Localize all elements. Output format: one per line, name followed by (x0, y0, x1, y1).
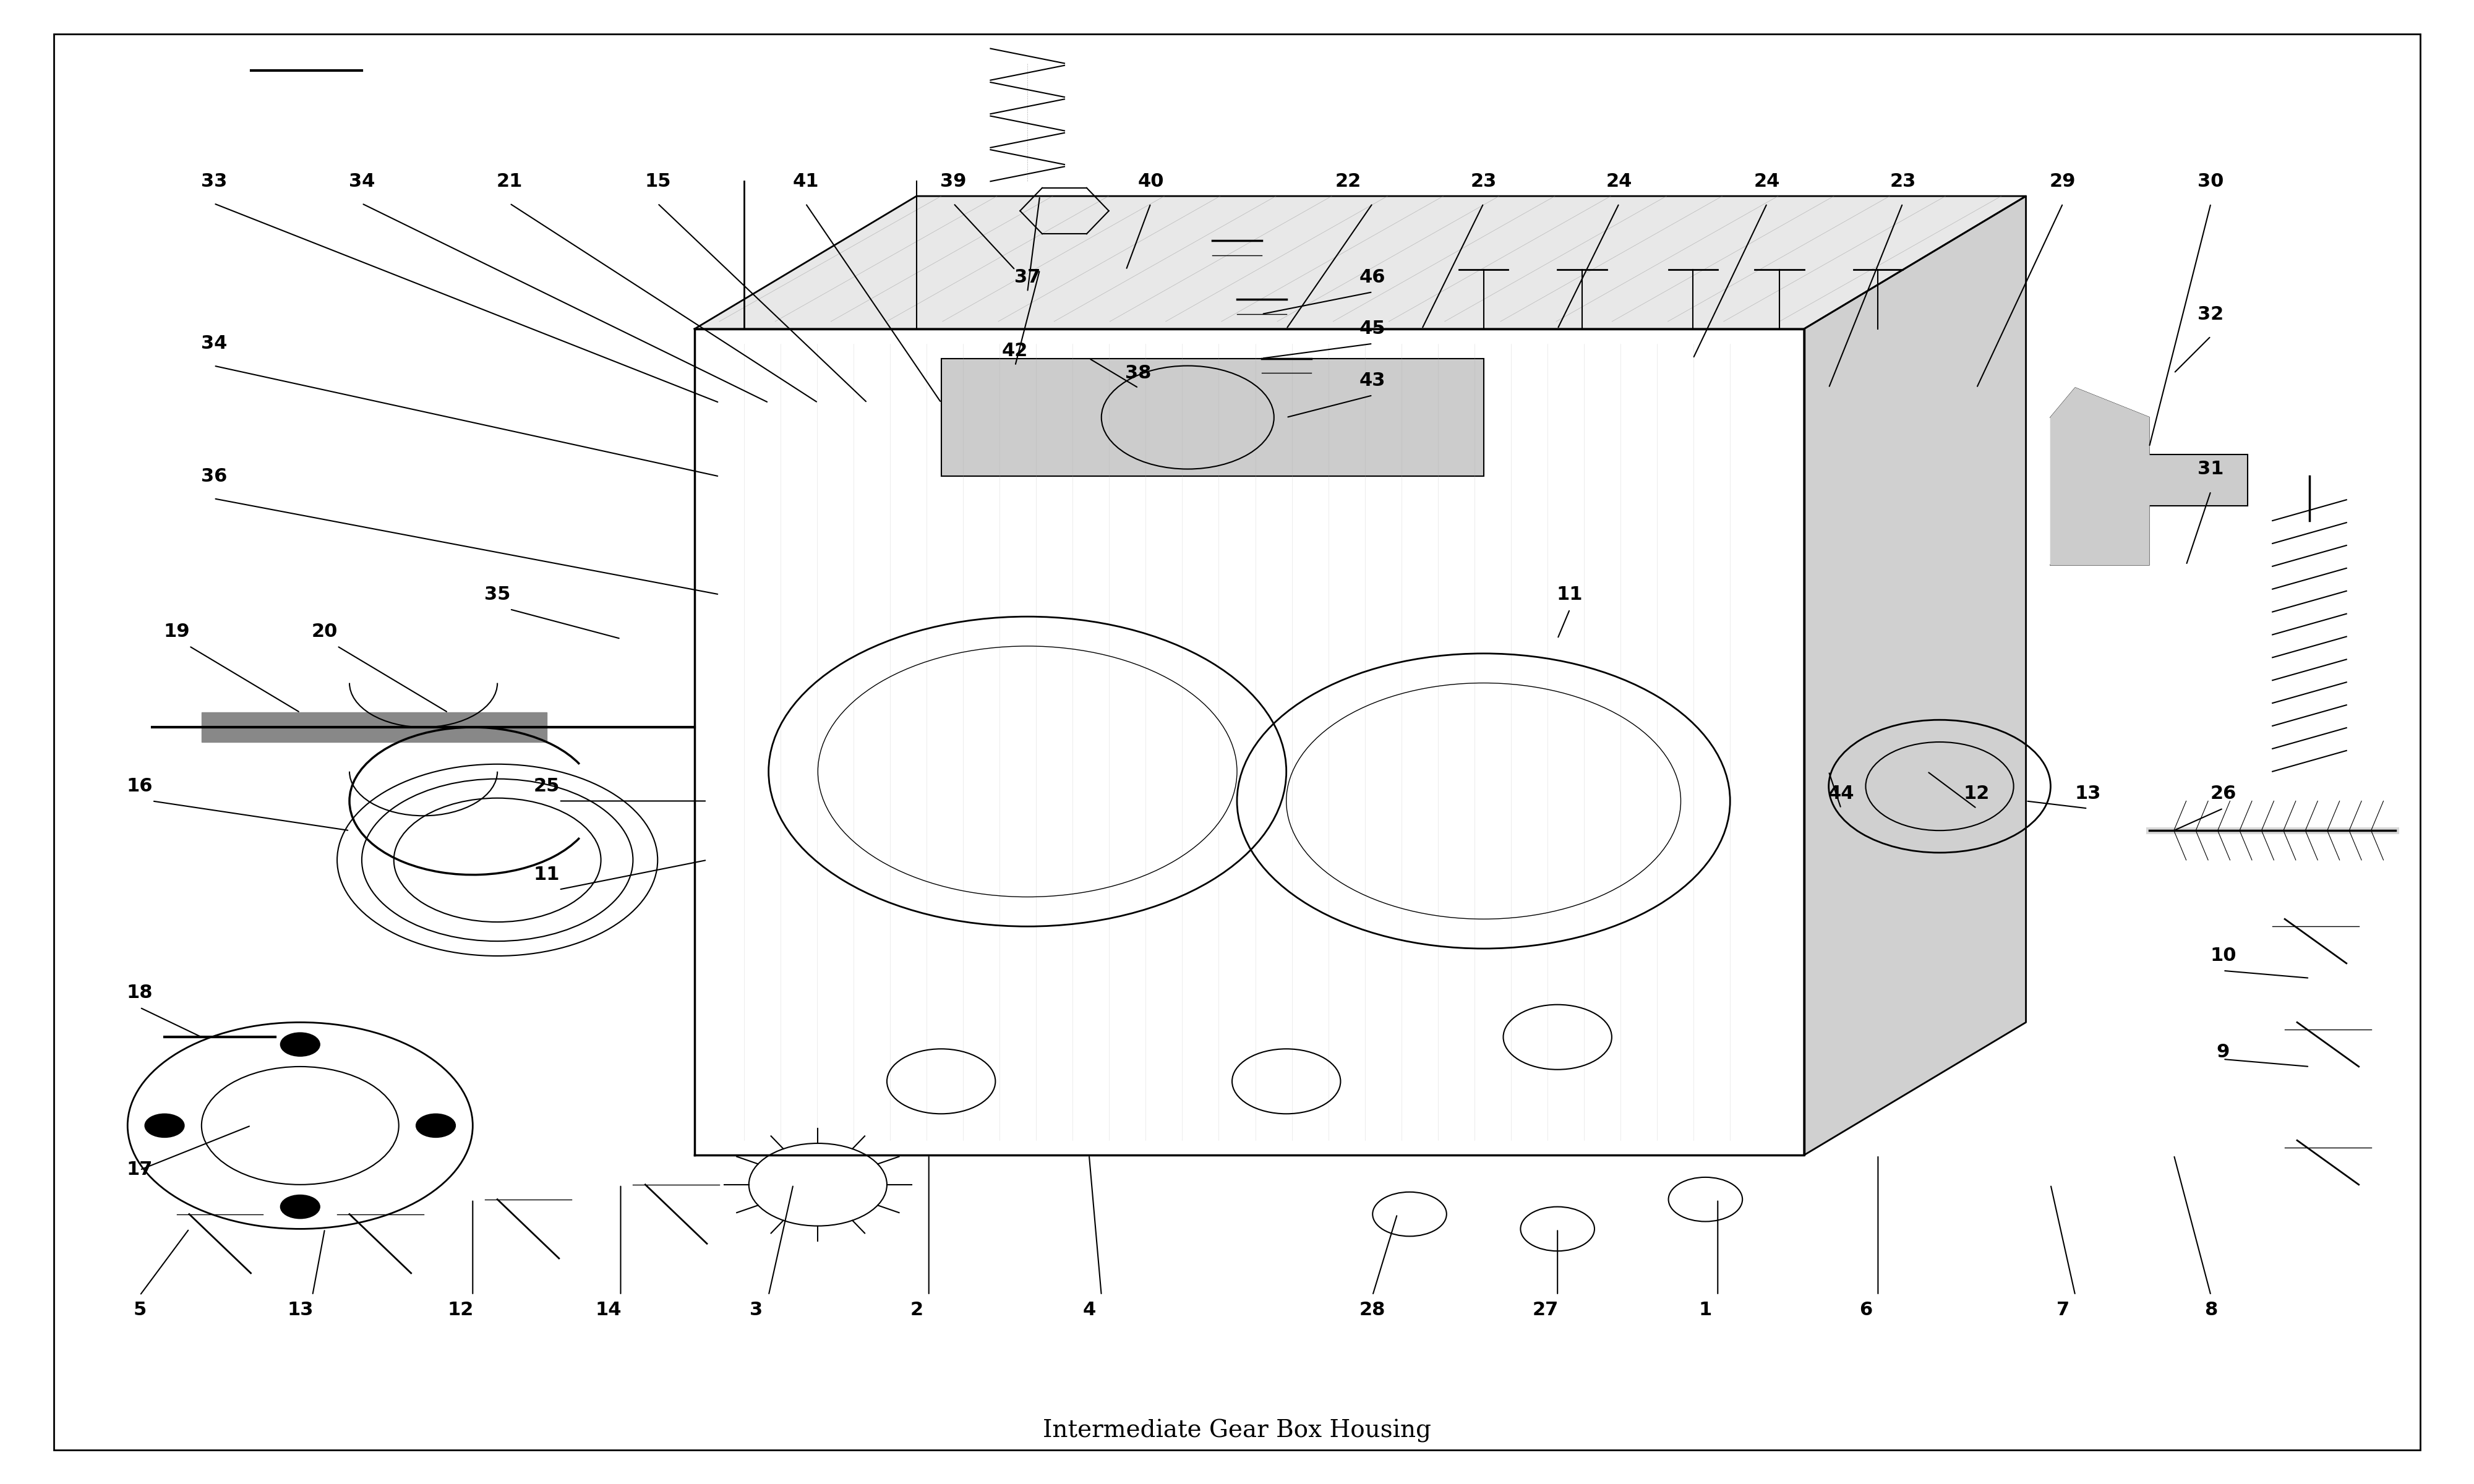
Text: 18: 18 (126, 984, 153, 1002)
Text: 16: 16 (126, 778, 153, 795)
Text: 25: 25 (534, 778, 559, 795)
Text: 12: 12 (448, 1301, 473, 1319)
Text: 4: 4 (1084, 1301, 1096, 1319)
Text: 11: 11 (534, 865, 559, 884)
Text: 12: 12 (1964, 785, 1989, 803)
Text: 44: 44 (1828, 785, 1853, 803)
Text: 1: 1 (1700, 1301, 1712, 1319)
Text: 21: 21 (497, 172, 522, 190)
Text: 32: 32 (2197, 306, 2224, 324)
Text: 28: 28 (1361, 1301, 1385, 1319)
Text: 30: 30 (2197, 172, 2224, 190)
Text: 17: 17 (126, 1160, 153, 1178)
Text: 34: 34 (349, 172, 376, 190)
Text: 43: 43 (1361, 371, 1385, 389)
Text: 22: 22 (1336, 172, 1361, 190)
Text: 13: 13 (2076, 785, 2100, 803)
Text: 14: 14 (596, 1301, 621, 1319)
Circle shape (416, 1114, 455, 1137)
Bar (2138, 454, 2249, 506)
Text: 34: 34 (200, 335, 228, 353)
Text: 9: 9 (2217, 1043, 2229, 1061)
Text: 35: 35 (485, 586, 510, 604)
Text: 37: 37 (1014, 269, 1042, 286)
Text: 42: 42 (1002, 341, 1029, 361)
Text: 41: 41 (792, 172, 819, 190)
Text: 7: 7 (2056, 1301, 2068, 1319)
Bar (940, 359, 1484, 476)
Polygon shape (695, 196, 2026, 329)
Polygon shape (200, 712, 547, 742)
Text: 36: 36 (200, 467, 228, 485)
Text: 19: 19 (163, 622, 190, 640)
Text: 23: 23 (1890, 172, 1915, 190)
Text: 24: 24 (1606, 172, 1633, 190)
Text: 29: 29 (2051, 172, 2076, 190)
Text: 11: 11 (1556, 586, 1583, 604)
Circle shape (280, 1195, 319, 1218)
Text: 31: 31 (2197, 460, 2224, 478)
Text: 38: 38 (1126, 364, 1150, 381)
Text: 20: 20 (312, 622, 339, 640)
Text: 24: 24 (1754, 172, 1781, 190)
Text: 39: 39 (940, 172, 967, 190)
Circle shape (280, 1033, 319, 1057)
Text: 8: 8 (2204, 1301, 2217, 1319)
Text: Intermediate Gear Box Housing: Intermediate Gear Box Housing (1042, 1419, 1430, 1442)
Text: 23: 23 (1470, 172, 1497, 190)
Text: 13: 13 (287, 1301, 314, 1319)
Circle shape (146, 1114, 183, 1137)
Text: 33: 33 (200, 172, 228, 190)
Text: 45: 45 (1358, 321, 1385, 338)
Text: 6: 6 (1858, 1301, 1873, 1319)
Polygon shape (1804, 196, 2026, 1155)
Text: 15: 15 (646, 172, 670, 190)
Text: 2: 2 (910, 1301, 923, 1319)
Text: 27: 27 (1531, 1301, 1559, 1319)
Text: 26: 26 (2209, 785, 2236, 803)
Text: 3: 3 (750, 1301, 762, 1319)
Text: 10: 10 (2209, 947, 2236, 965)
Polygon shape (2051, 387, 2150, 565)
Text: 40: 40 (1138, 172, 1163, 190)
Text: 5: 5 (134, 1301, 146, 1319)
Text: 46: 46 (1358, 269, 1385, 286)
